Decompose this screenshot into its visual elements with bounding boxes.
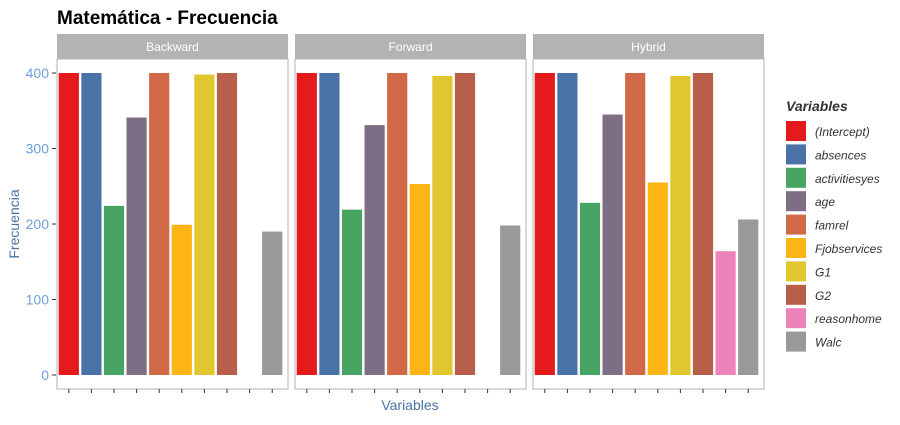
chart-title: Matemática - Frecuencia (57, 8, 278, 29)
bar-hybrid-activitiesyes (579, 202, 601, 375)
legend-label: Fjobservices (815, 242, 882, 256)
bar-forward-age (364, 125, 385, 375)
y-tick-label: 400 (26, 65, 50, 81)
facet-strip-label: Forward (388, 40, 432, 54)
x-axis-label: Variables (381, 397, 438, 413)
legend-swatch (786, 284, 806, 305)
bar-hybrid-famrel (625, 73, 646, 375)
bar-hybrid-age (602, 114, 623, 376)
facet-strip (295, 34, 526, 59)
legend-swatch (786, 167, 806, 188)
bar-forward-absences (319, 73, 340, 375)
legend-item-g2: G2 (786, 284, 831, 305)
facet-panels: Backward Forward Hybrid (56, 34, 765, 393)
legend-label: famrel (815, 219, 849, 233)
legend-item-reasonhome: reasonhome (786, 308, 882, 329)
bar-forward-famrel (387, 73, 408, 375)
bar-hybrid-g1 (670, 76, 691, 376)
facet-strip (57, 34, 288, 59)
bar-backward-activitiesyes (103, 205, 125, 375)
bar-backward-absences (81, 73, 102, 375)
facet-panel-hybrid: Hybrid (532, 34, 765, 393)
legend-item-walc: Walc (786, 331, 841, 352)
bar-backward-famrel (149, 73, 170, 375)
legend-swatch (786, 191, 806, 212)
bar-hybrid-g2 (692, 73, 714, 375)
legend-item-activitiesyes: activitiesyes (786, 167, 880, 188)
bar-hybrid-intercept (534, 73, 555, 375)
y-axis-label: Frecuencia (6, 189, 22, 258)
legend-swatch (786, 261, 806, 282)
legend-label: (Intercept) (815, 125, 870, 139)
legend-swatch (786, 214, 806, 235)
bar-backward-fjobservices (171, 224, 192, 375)
legend-swatch (786, 331, 806, 352)
bar-forward-g2 (454, 73, 476, 375)
legend-swatch (786, 144, 806, 165)
y-axis: 0 100 200 300 400 (26, 65, 56, 383)
legend-items: (Intercept) absences activitiesyes age famre… (786, 121, 882, 352)
legend-item-age: age (786, 191, 835, 212)
facet-panel-backward: Backward (56, 34, 289, 393)
bar-forward-intercept (296, 73, 317, 375)
legend-label: absences (815, 148, 866, 162)
bar-backward-g2 (216, 73, 238, 375)
legend-label: Walc (815, 336, 841, 350)
legend-label: age (815, 195, 835, 209)
legend-item-famrel: famrel (786, 214, 849, 235)
legend-swatch (786, 121, 806, 141)
bar-forward-fjobservices (409, 183, 430, 375)
legend-label: activitiesyes (815, 172, 880, 186)
bar-backward-age (126, 117, 147, 376)
bar-hybrid-reasonhome (715, 251, 736, 375)
legend-title: Variables (786, 98, 848, 114)
legend-swatch (786, 238, 806, 258)
legend: Variables (Intercept) absences activitiesy… (786, 98, 882, 352)
legend-item-fjobservices: Fjobservices (786, 238, 882, 258)
facet-strip-label: Hybrid (631, 40, 666, 54)
y-tick-label: 100 (26, 292, 50, 308)
bar-forward-walc (500, 225, 521, 375)
y-tick-label: 300 (26, 141, 50, 157)
legend-label: reasonhome (815, 312, 882, 326)
y-tick-label: 0 (41, 367, 49, 383)
bar-backward-walc (262, 231, 283, 375)
bar-forward-g1 (432, 76, 453, 376)
bar-backward-intercept (58, 73, 79, 375)
facet-strip-label: Backward (146, 40, 199, 54)
bar-forward-activitiesyes (341, 209, 363, 375)
legend-swatch (786, 308, 806, 329)
facet-panel-forward: Forward (294, 34, 527, 393)
y-tick-label: 200 (26, 216, 50, 232)
bar-hybrid-fjobservices (647, 182, 668, 375)
legend-label: G1 (815, 265, 831, 279)
legend-item-intercept: (Intercept) (786, 121, 870, 141)
legend-label: G2 (815, 289, 831, 303)
facet-strip (533, 34, 764, 59)
legend-item-absences: absences (786, 144, 866, 165)
bar-hybrid-absences (557, 73, 578, 375)
bar-backward-g1 (194, 74, 215, 375)
legend-item-g1: G1 (786, 261, 831, 282)
bar-hybrid-walc (738, 219, 759, 375)
